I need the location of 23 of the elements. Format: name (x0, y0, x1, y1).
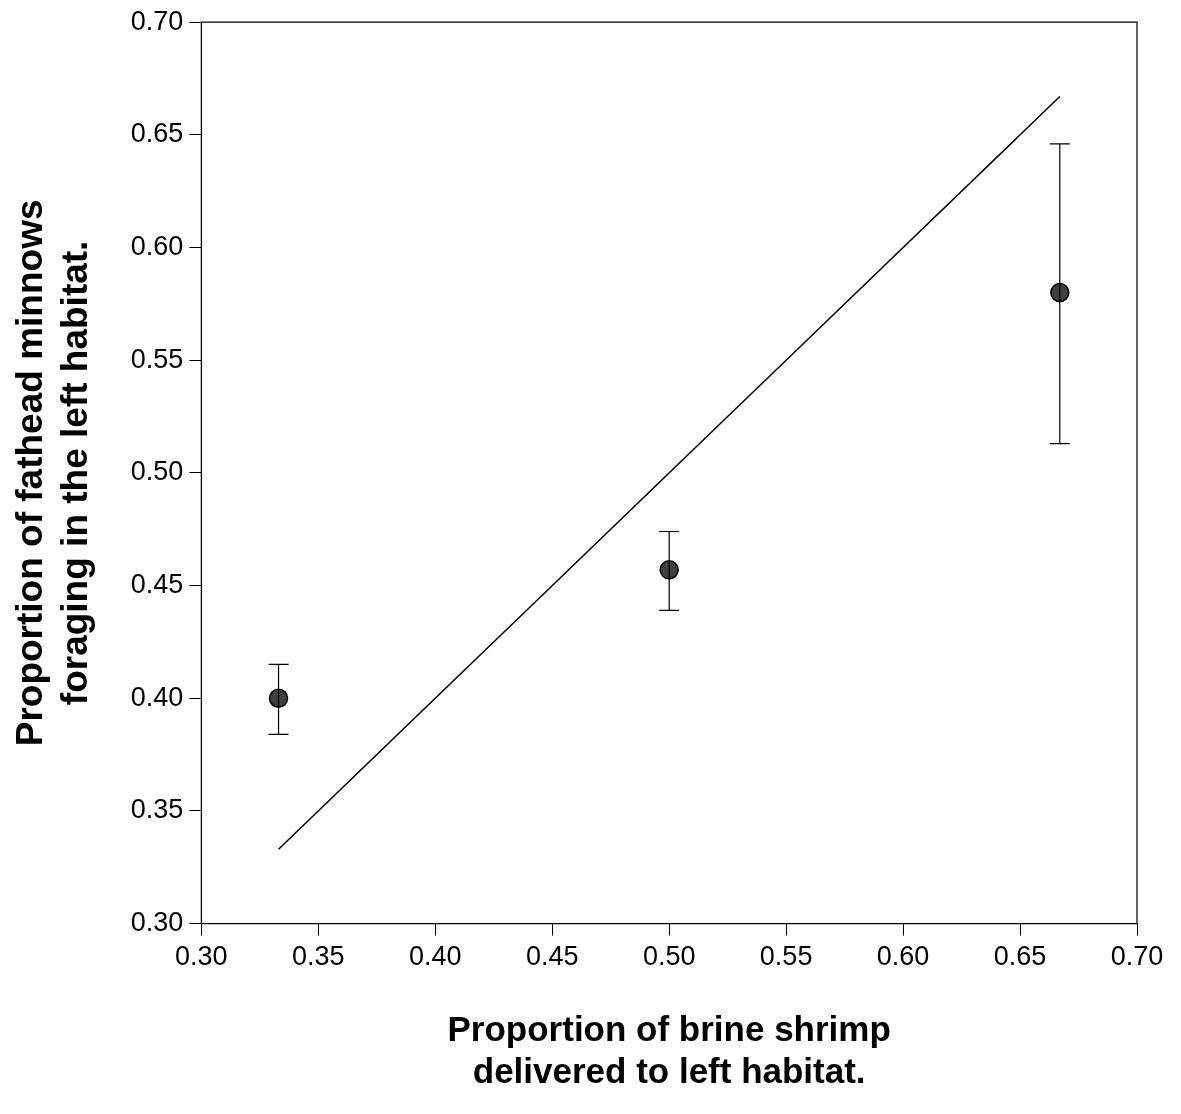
point (268, 688, 289, 708)
x-tick-label: 0.60 (876, 941, 930, 972)
x-tick-label: 0.50 (642, 941, 696, 972)
y-tick-label: 0.45 (130, 569, 184, 600)
x-tick-label: 0.70 (1110, 941, 1164, 972)
x-tick-label: 0.65 (993, 941, 1047, 972)
y-tick-label: 0.30 (130, 907, 184, 938)
y-tick-label: 0.65 (130, 118, 184, 149)
x-tick-label: 0.35 (292, 941, 345, 972)
x-tick-label: 0.30 (175, 941, 228, 972)
y-tick-label: 0.50 (130, 456, 184, 487)
y-tick-label: 0.40 (130, 681, 184, 712)
y-axis-title: Proportion of fathead minnows foraging in the left habitat. (9, 199, 95, 747)
x-tick-label: 0.40 (408, 941, 462, 972)
point (1050, 282, 1070, 303)
y-tick-label: 0.60 (130, 231, 184, 261)
y-tick-label: 0.35 (130, 794, 184, 825)
x-tick-label: 0.45 (525, 941, 579, 972)
point (659, 560, 679, 580)
x-tick-label: 0.55 (759, 941, 813, 972)
y-tick-label: 0.70 (130, 5, 184, 36)
y-tick-label: 0.55 (130, 343, 184, 374)
x-axis-title: Proportion of brine shrimp delivered to left habitat. (447, 1008, 891, 1090)
